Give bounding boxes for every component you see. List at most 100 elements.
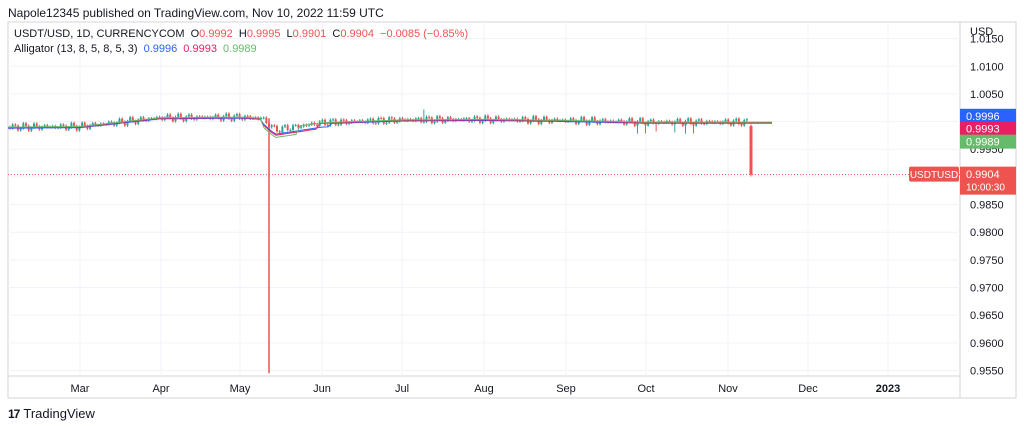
footer-brand[interactable]: 17 TradingView — [8, 406, 95, 421]
candle-body — [617, 119, 620, 122]
y-tick-label: 0.9550 — [970, 365, 1004, 377]
chart-frame — [7, 21, 1017, 399]
candle-body — [543, 116, 545, 121]
candle-body — [553, 118, 556, 121]
currency-label: USD — [970, 26, 993, 38]
candle-body — [700, 119, 703, 124]
candle-body — [745, 119, 748, 121]
candle-body — [241, 118, 244, 120]
candle-body — [740, 123, 743, 126]
tradingview-logo-icon: 17 — [8, 406, 20, 421]
x-tick-label: Nov — [718, 383, 738, 395]
indicator-label[interactable]: Alligator (13, 8, 5, 8, 5, 3) — [14, 43, 138, 55]
alligator-lips-line — [8, 116, 772, 139]
candle-body — [697, 119, 700, 121]
candle-body — [679, 119, 682, 123]
candle-body — [281, 126, 284, 133]
x-tick-label: Oct — [637, 383, 654, 395]
candle-body — [681, 122, 684, 126]
candle-body — [484, 115, 487, 121]
candle-body — [724, 119, 727, 122]
candle-body — [75, 125, 78, 131]
candle-body — [332, 119, 335, 121]
candle-body — [529, 120, 532, 124]
candle-body — [540, 120, 543, 124]
candle-body — [438, 116, 441, 119]
candle-body — [134, 121, 137, 124]
candle-body — [46, 125, 49, 128]
y-tick-label: 0.9650 — [970, 310, 1004, 322]
candle-body — [417, 118, 420, 120]
x-tick-label: Mar — [71, 383, 90, 395]
candle-body — [593, 117, 596, 122]
candle-body — [481, 120, 484, 123]
low-value: 0.9901 — [292, 28, 327, 40]
candle-body — [187, 114, 190, 117]
candle-body — [492, 120, 495, 123]
candle-body — [521, 117, 524, 121]
candle-body — [265, 117, 268, 123]
high-value: 0.9995 — [246, 28, 281, 40]
candle-body — [177, 113, 180, 117]
candle-body — [476, 116, 479, 118]
candle-body — [620, 119, 623, 122]
x-tick-label: Sep — [556, 383, 576, 395]
countdown-label: 10:00:30 — [966, 183, 1005, 194]
candle-body — [217, 114, 220, 118]
candle-body — [78, 126, 81, 131]
candle-body — [115, 122, 118, 126]
candle-body — [214, 114, 217, 118]
candle-body — [35, 123, 38, 127]
symbol-label[interactable]: USDT/USD, 1D, CURRENCYCOM — [14, 28, 185, 40]
candle-body — [449, 117, 452, 120]
symbol-tag-bg — [909, 166, 959, 182]
candle-body — [129, 117, 132, 122]
candle-body — [628, 118, 631, 122]
y-tick-label: 0.9750 — [970, 255, 1004, 267]
candle-body — [470, 120, 473, 122]
candle-body — [289, 129, 292, 131]
candle-body — [396, 121, 399, 123]
x-tick-label: Jul — [395, 383, 409, 395]
last-price-value: 0.9904 — [966, 169, 1000, 181]
y-tick-label: 0.9700 — [970, 283, 1004, 295]
candle-body — [497, 116, 500, 120]
change-value: −0.0085 (−0.85%) — [380, 28, 469, 40]
alligator-teeth-line — [8, 117, 772, 136]
last-price-tag-bg — [960, 166, 1016, 195]
candle-body — [126, 121, 129, 126]
candle-body — [139, 117, 142, 120]
close-value: 0.9904 — [340, 28, 374, 40]
candle-body — [259, 117, 262, 120]
candle-body — [580, 117, 583, 122]
candle-body — [342, 119, 345, 121]
candle-body — [30, 127, 33, 131]
candle-body — [374, 123, 377, 125]
candle-body — [182, 118, 185, 122]
candle-body — [235, 114, 238, 116]
candle-body — [169, 114, 172, 118]
open-value: 0.9992 — [199, 28, 233, 40]
candle-body — [390, 117, 393, 119]
candle-body — [729, 123, 732, 126]
alligator-jaw-line — [8, 117, 772, 135]
low-label: L — [286, 28, 293, 40]
candle-body — [230, 118, 233, 121]
candle-body — [123, 121, 126, 126]
candle-body — [380, 117, 383, 119]
candle-body — [238, 114, 241, 119]
candle-body — [91, 123, 94, 126]
candle-body — [121, 118, 124, 122]
candle-body — [22, 123, 25, 129]
candle-body — [433, 121, 436, 124]
y-tick-label: 0.9850 — [970, 200, 1004, 212]
x-tick-label: Apr — [152, 383, 169, 395]
candle-body — [286, 125, 289, 130]
candle-body — [94, 123, 97, 126]
candle-body — [444, 120, 447, 123]
candle-body — [14, 124, 17, 126]
candle-body — [321, 119, 324, 122]
candle-body — [703, 123, 706, 125]
candle-body — [25, 123, 28, 126]
